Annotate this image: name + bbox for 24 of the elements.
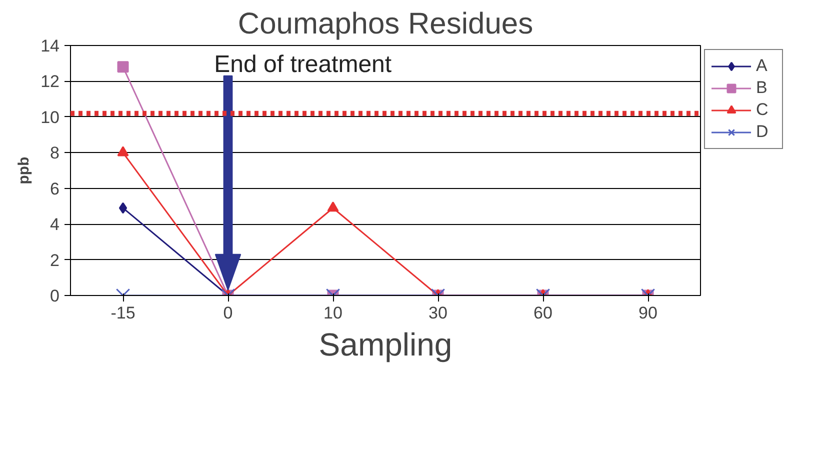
legend-label: A — [756, 56, 768, 76]
y-tick-label: 2 — [50, 250, 60, 270]
y-tick-label: 12 — [40, 72, 60, 92]
y-tick-label: 0 — [50, 286, 60, 306]
legend-label: B — [756, 78, 768, 98]
legend-label: C — [756, 100, 770, 120]
point — [117, 61, 129, 73]
y-tick-label: 8 — [50, 144, 60, 163]
point — [117, 146, 129, 156]
annotation: End of treatment — [214, 51, 392, 78]
x-tick-label: 10 — [324, 304, 342, 322]
x-tick-label: 90 — [638, 304, 658, 322]
x-tick-label: 0 — [223, 304, 233, 322]
x-axis-title: Sampling — [318, 326, 452, 362]
y-axis-title: ppb — [16, 156, 33, 184]
x-tick-label: -15 — [110, 304, 136, 322]
y-tick-label: 6 — [50, 179, 60, 198]
chart-title: Coumaphos Residues — [238, 8, 534, 40]
y-tick-label: 10 — [40, 108, 60, 127]
x-tick-label: 60 — [534, 304, 552, 322]
x-tick-label: 30 — [428, 304, 448, 322]
y-tick-label: 14 — [40, 36, 60, 56]
y-tick-label: 4 — [50, 215, 60, 234]
legend-label: D — [756, 122, 770, 142]
